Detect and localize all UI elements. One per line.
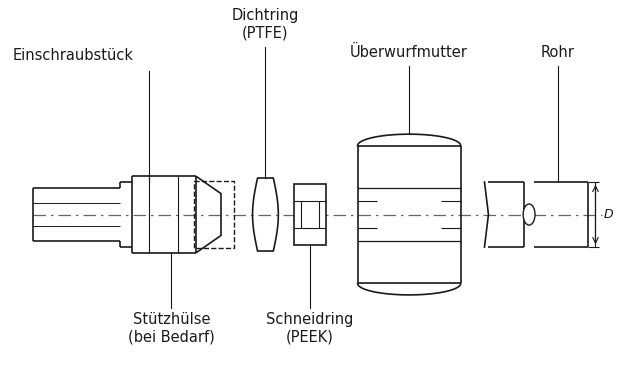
Ellipse shape <box>523 204 535 225</box>
Text: Rohr: Rohr <box>541 45 575 60</box>
Bar <box>294 184 326 245</box>
Text: Einschraubstück: Einschraubstück <box>13 49 134 63</box>
Bar <box>301 201 319 228</box>
Text: Stützhülse
(bei Bedarf): Stützhülse (bei Bedarf) <box>128 312 214 345</box>
Text: D: D <box>603 208 613 221</box>
Bar <box>194 181 234 248</box>
Text: Dichtring
(PTFE): Dichtring (PTFE) <box>231 8 299 41</box>
Text: Überwurfmutter: Überwurfmutter <box>350 44 468 60</box>
Text: Schneidring
(PEEK): Schneidring (PEEK) <box>266 312 353 345</box>
